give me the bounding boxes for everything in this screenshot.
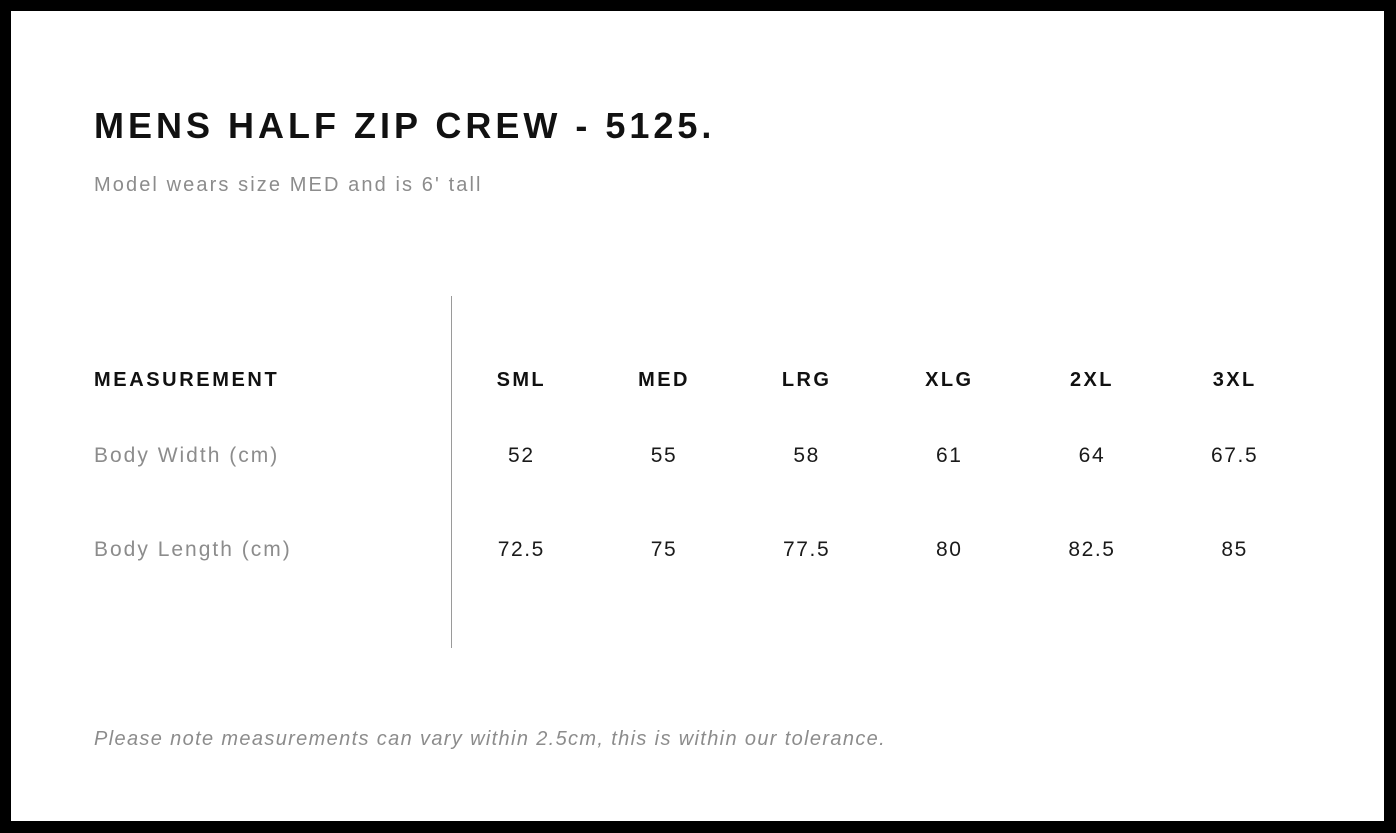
column-header-sml: SML <box>496 368 547 391</box>
column-header-3xl: 3XL <box>1212 368 1257 391</box>
cell-body-width-xlg: 61 <box>936 444 963 467</box>
column-header-2xl: 2XL <box>1070 368 1114 391</box>
cell-body-width-lrg: 58 <box>793 444 820 467</box>
cell-body-length-med: 75 <box>650 538 678 561</box>
column-divider <box>451 296 452 648</box>
cell-body-width-2xl: 64 <box>1078 444 1106 467</box>
cell-body-length-2xl: 82.5 <box>1068 538 1116 561</box>
page-title: MENS HALF ZIP CREW - 5125. <box>94 105 716 146</box>
table-header-row: MEASUREMENT SML MED LRG XLG 2XL 3XL <box>94 351 1306 409</box>
cell-body-length-lrg: 77.5 <box>783 538 831 561</box>
column-header-xlg: XLG <box>925 368 974 391</box>
row-label-body-width: Body Width (cm) <box>94 444 280 467</box>
cell-body-width-sml: 52 <box>508 444 535 467</box>
tolerance-note: Please note measurements can vary within… <box>94 728 887 750</box>
cell-body-width-3xl: 67.5 <box>1211 444 1259 467</box>
cell-body-width-med: 55 <box>650 444 678 467</box>
table-header: MEASUREMENT SML MED LRG XLG 2XL 3XL <box>94 351 1306 409</box>
model-info-subtitle: Model wears size MED and is 6' tall <box>94 174 483 196</box>
cell-body-length-sml: 72.5 <box>497 538 545 561</box>
column-header-med: MED <box>638 368 690 391</box>
table-body: Body Width (cm) 52 55 58 61 64 67.5 Body… <box>94 409 1306 597</box>
header-block: MENS HALF ZIP CREW - 5125. Model wears s… <box>94 104 1294 198</box>
size-chart-table: MEASUREMENT SML MED LRG XLG 2XL 3XL Body… <box>94 351 1306 597</box>
cell-body-length-3xl: 85 <box>1221 538 1248 561</box>
table-row: Body Width (cm) 52 55 58 61 64 67.5 <box>94 409 1306 503</box>
size-table-container: MEASUREMENT SML MED LRG XLG 2XL 3XL Body… <box>94 351 1306 597</box>
cell-body-length-xlg: 80 <box>936 538 963 561</box>
table-row: Body Length (cm) 72.5 75 77.5 80 82.5 85 <box>94 503 1306 597</box>
row-label-body-length: Body Length (cm) <box>94 538 292 561</box>
column-header-lrg: LRG <box>781 368 832 391</box>
column-header-measurement: MEASUREMENT <box>94 368 280 391</box>
size-chart-card: MENS HALF ZIP CREW - 5125. Model wears s… <box>11 11 1384 821</box>
